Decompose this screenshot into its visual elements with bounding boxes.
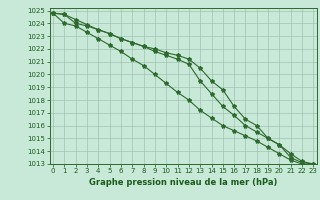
X-axis label: Graphe pression niveau de la mer (hPa): Graphe pression niveau de la mer (hPa): [89, 178, 277, 187]
